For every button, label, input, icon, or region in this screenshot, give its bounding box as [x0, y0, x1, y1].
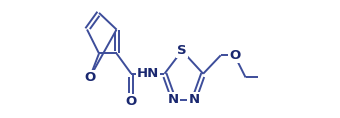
Text: N: N [188, 93, 200, 106]
Text: N: N [168, 93, 179, 106]
Text: O: O [84, 71, 96, 84]
Text: O: O [229, 49, 240, 62]
Text: HN: HN [137, 67, 159, 80]
Text: S: S [177, 44, 187, 57]
Text: O: O [126, 95, 137, 108]
